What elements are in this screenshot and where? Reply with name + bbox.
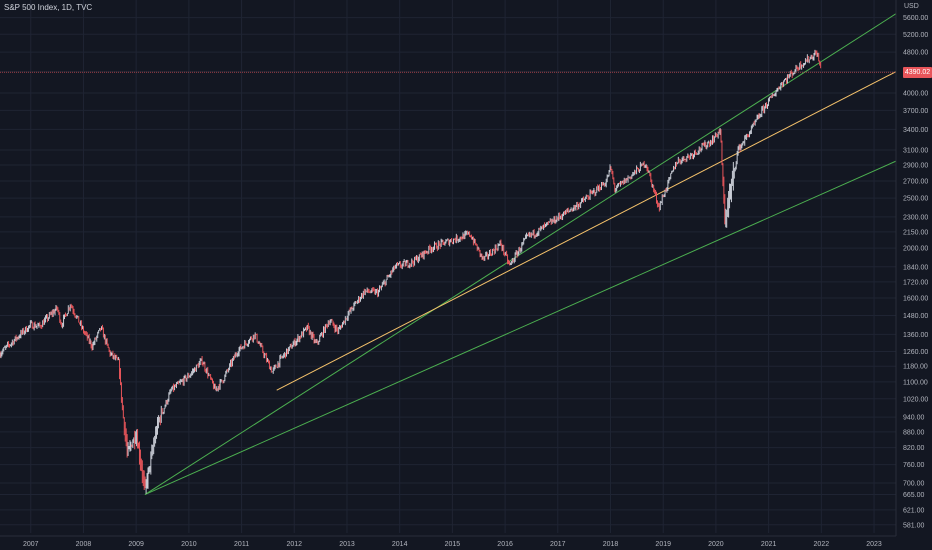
channel-upper-line[interactable] xyxy=(144,13,897,495)
time-axis[interactable]: 2007 2008 2009 2010 2011 2012 2013 2014 2015 2016… xyxy=(23,541,882,548)
time-tick-label: 2008 xyxy=(76,541,92,548)
price-tick-label: 880.00 xyxy=(903,429,925,436)
price-tick-label: 1020.00 xyxy=(903,396,928,403)
price-tick-label: 1600.00 xyxy=(903,296,928,303)
time-tick-label: 2022 xyxy=(814,541,830,548)
price-tick-label: 3100.00 xyxy=(903,148,928,155)
channel-mid-line[interactable] xyxy=(276,71,897,391)
price-tick-label: 4000.00 xyxy=(903,90,928,97)
time-tick-label: 2014 xyxy=(392,541,408,548)
price-tick-label: 940.00 xyxy=(903,415,925,422)
price-tick-label: 665.00 xyxy=(903,492,925,499)
price-axis[interactable]: 5600.005200.004800.004400.004000.003700.… xyxy=(903,15,928,529)
currency-label[interactable]: USD xyxy=(904,3,919,10)
price-tick-label: 1840.00 xyxy=(903,264,928,271)
time-tick-label: 2015 xyxy=(445,541,461,548)
price-tick-label: 1260.00 xyxy=(903,349,928,356)
price-tick-label: 2700.00 xyxy=(903,178,928,185)
price-tick-label: 1100.00 xyxy=(903,379,928,386)
price-tick-label: 700.00 xyxy=(903,481,925,488)
time-tick-label: 2007 xyxy=(23,541,39,548)
trend-channel[interactable] xyxy=(144,13,897,495)
price-tick-label: 2500.00 xyxy=(903,196,928,203)
time-tick-label: 2021 xyxy=(761,541,777,548)
symbol-title[interactable]: S&P 500 Index, 1D, TVC xyxy=(4,3,93,12)
price-tick-label: 2150.00 xyxy=(903,229,928,236)
time-tick-label: 2010 xyxy=(181,541,197,548)
time-tick-label: 2023 xyxy=(866,541,882,548)
time-tick-label: 2013 xyxy=(339,541,355,548)
time-tick-label: 2012 xyxy=(286,541,302,548)
price-tick-label: 1360.00 xyxy=(903,332,928,339)
price-tick-label: 2300.00 xyxy=(903,214,928,221)
price-tick-label: 760.00 xyxy=(903,462,925,469)
price-tick-label: 5200.00 xyxy=(903,32,928,39)
price-tick-label: 621.00 xyxy=(903,507,925,514)
price-tick-label: 3700.00 xyxy=(903,108,928,115)
grid-lines xyxy=(0,0,896,533)
price-tick-label: 5600.00 xyxy=(903,15,928,22)
price-tick-label: 3400.00 xyxy=(903,127,928,134)
price-tick-label: 2900.00 xyxy=(903,162,928,169)
price-candles xyxy=(0,49,822,494)
time-tick-label: 2017 xyxy=(550,541,566,548)
price-tick-label: 1180.00 xyxy=(903,364,928,371)
price-tick-label: 4800.00 xyxy=(903,50,928,57)
price-tick-label: 1480.00 xyxy=(903,313,928,320)
time-tick-label: 2016 xyxy=(497,541,513,548)
price-tick-label: 581.00 xyxy=(903,522,925,529)
price-tick-label: 1720.00 xyxy=(903,279,928,286)
time-tick-label: 2019 xyxy=(655,541,671,548)
price-tick-label: 2000.00 xyxy=(903,246,928,253)
last-price-tag: 4390.02 xyxy=(903,66,932,78)
time-tick-label: 2011 xyxy=(234,541,249,548)
time-tick-label: 2018 xyxy=(603,541,619,548)
channel-lower-line[interactable] xyxy=(144,160,897,495)
time-tick-label: 2020 xyxy=(708,541,724,548)
time-tick-label: 2009 xyxy=(128,541,144,548)
price-tick-label: 820.00 xyxy=(903,445,925,452)
